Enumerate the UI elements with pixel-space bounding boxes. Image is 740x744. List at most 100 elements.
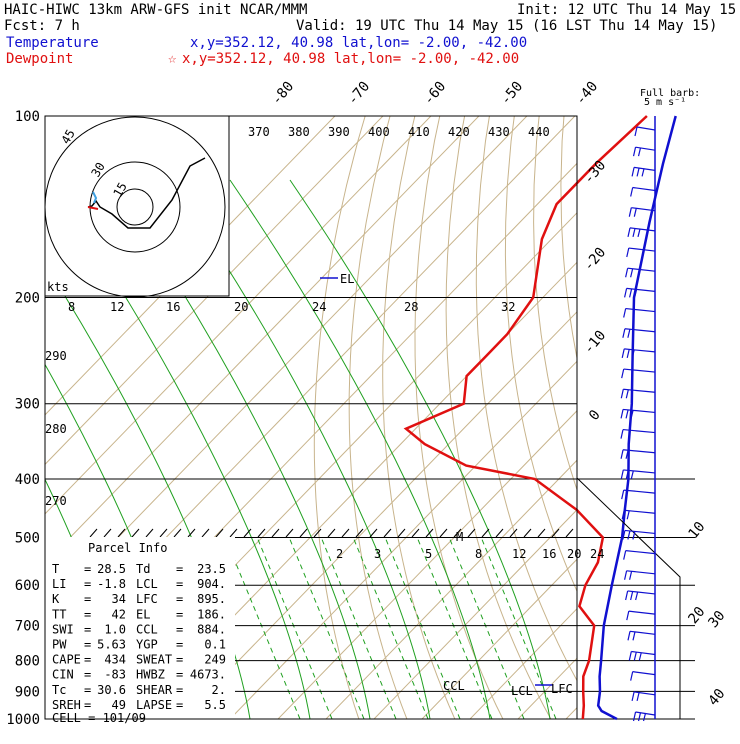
parcel-equals: = — [84, 577, 91, 591]
parcel-label: LCL — [136, 577, 158, 591]
parcel-label: TT — [52, 607, 66, 621]
mixing-ratio-label: 3 — [374, 547, 381, 561]
theta-label: 400 — [368, 125, 390, 139]
theta-label: 420 — [448, 125, 470, 139]
parcel-value: 2. — [212, 683, 226, 697]
parcel-label: Td — [136, 562, 150, 576]
parcel-equals: = — [84, 668, 91, 682]
mixing-ratio-label: 20 — [567, 547, 581, 561]
pressure-label: 900 — [15, 684, 40, 700]
theta-label-side: 270 — [45, 494, 67, 508]
dewpoint-coords: x,y=352.12, 40.98 lat,lon= -2.00, -42.00 — [182, 51, 519, 67]
mixing-ratio-label: 12 — [512, 547, 526, 561]
theta-label-side: 290 — [45, 349, 67, 363]
temperature-coords: x,y=352.12, 40.98 lat,lon= -2.00, -42.00 — [190, 35, 527, 51]
parcel-label: K — [52, 592, 60, 606]
annotation-ccl: CCL — [443, 679, 465, 693]
parcel-label: LFC — [136, 592, 158, 606]
parcel-value: -1.8 — [97, 577, 126, 591]
valid-time: Valid: 19 UTC Thu 14 May 15 (16 LST Thu … — [296, 18, 717, 34]
init-time: Init: 12 UTC Thu 14 May 15 — [517, 2, 736, 18]
annotation-lfc: LFC — [551, 682, 573, 696]
theta-label-side: 280 — [45, 422, 67, 436]
parcel-value: 1.0 — [104, 622, 126, 636]
parcel-equals: = — [176, 653, 183, 667]
parcel-value: 42 — [112, 607, 126, 621]
dewpoint-legend: Dewpoint — [6, 51, 73, 67]
parcel-label: LI — [52, 577, 66, 591]
parcel-value: 249 — [204, 653, 226, 667]
theta-label: 370 — [248, 125, 270, 139]
parcel-equals: = — [176, 607, 183, 621]
pressure-label: 500 — [15, 530, 40, 546]
parcel-value: 5.5 — [204, 698, 226, 712]
mixing-ratio-label: 20 — [234, 300, 248, 314]
parcel-label: Tc — [52, 683, 66, 697]
mixing-ratio-label: 32 — [501, 300, 515, 314]
pressure-label: 700 — [15, 619, 40, 635]
parcel-equals: = — [176, 668, 183, 682]
parcel-equals: = — [176, 683, 183, 697]
model-title: HAIC-HIWC 13km ARW-GFS init NCAR/MMM — [4, 2, 307, 18]
parcel-label: CIN — [52, 668, 74, 682]
barb-legend-unit: 5 m s⁻¹ — [644, 97, 686, 108]
parcel-label: SHEAR — [136, 683, 173, 697]
parcel-value: 34 — [112, 592, 126, 606]
parcel-equals: = — [84, 653, 91, 667]
theta-label: 430 — [488, 125, 510, 139]
parcel-equals: = — [176, 622, 183, 636]
mixing-ratio-label: 24 — [590, 547, 604, 561]
mixing-ratio-label: 16 — [166, 300, 180, 314]
parcel-value: 904. — [197, 577, 226, 591]
dewpoint-star-icon: ☆ — [168, 51, 177, 67]
parcel-info-title: Parcel Info — [88, 541, 167, 555]
mixing-ratio-label: 24 — [312, 300, 326, 314]
parcel-equals: = — [176, 638, 183, 652]
forecast-hour: Fcst: 7 h — [4, 18, 80, 34]
parcel-equals: = — [84, 622, 91, 636]
theta-label: 390 — [328, 125, 350, 139]
parcel-equals: = — [176, 562, 183, 576]
pressure-label: 800 — [15, 654, 40, 670]
parcel-label: SREH — [52, 698, 81, 712]
parcel-info-cell: CELL = 101/09 — [52, 711, 146, 725]
parcel-label: SWEAT — [136, 653, 172, 667]
parcel-value: 186. — [197, 607, 226, 621]
parcel-label: EL — [136, 607, 150, 621]
parcel-value: 23.5 — [197, 562, 226, 576]
hodograph-unit: kts — [47, 280, 69, 294]
annotation-lcl: LCL — [511, 684, 533, 698]
parcel-value: -83 — [104, 668, 126, 682]
parcel-equals: = — [84, 698, 91, 712]
parcel-value: 434 — [104, 653, 126, 667]
pressure-label: 400 — [15, 472, 40, 488]
parcel-value: 5.63 — [97, 638, 126, 652]
parcel-label: LAPSE — [136, 698, 172, 712]
theta-label: 410 — [408, 125, 430, 139]
parcel-label: CCL — [136, 622, 158, 636]
parcel-label: HWBZ — [136, 668, 165, 682]
mixing-ratio-label: 16 — [542, 547, 556, 561]
parcel-equals: = — [84, 562, 91, 576]
annotation-el: EL — [340, 272, 354, 286]
theta-label: 440 — [528, 125, 550, 139]
parcel-value: 4673. — [190, 668, 226, 682]
pressure-label: 600 — [15, 578, 40, 594]
mixing-ratio-label: 28 — [404, 300, 418, 314]
pressure-label: 1000 — [6, 712, 40, 728]
parcel-equals: = — [84, 683, 91, 697]
parcel-equals: = — [176, 592, 183, 606]
pressure-label: 200 — [15, 291, 40, 307]
parcel-equals: = — [176, 577, 183, 591]
parcel-label: CAPE — [52, 653, 81, 667]
parcel-value: 30.6 — [97, 683, 126, 697]
parcel-value: 884. — [197, 622, 226, 636]
theta-label: 380 — [288, 125, 310, 139]
pressure-label: 300 — [15, 397, 40, 413]
pressure-label: 100 — [15, 109, 40, 125]
mixing-ratio-label: 8 — [68, 300, 75, 314]
mixing-ratio-label: 5 — [425, 547, 432, 561]
